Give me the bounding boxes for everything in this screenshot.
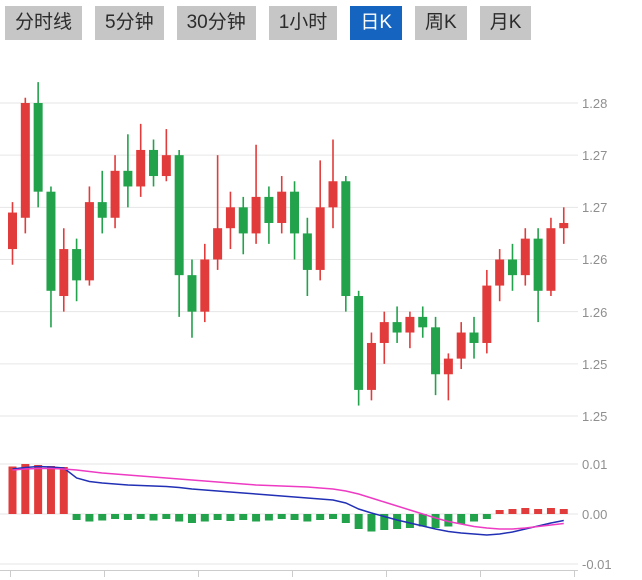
- macd-axis-label: -0.01: [582, 557, 612, 572]
- price-axis-label: 1.27: [582, 148, 608, 163]
- price-axis-label: 1.26: [582, 305, 608, 320]
- x-axis-tick: [574, 571, 575, 577]
- x-axis-tick: [104, 571, 105, 577]
- tab-1hour[interactable]: 1小时: [268, 6, 338, 40]
- x-axis-tick: [292, 571, 293, 577]
- price-axis-label: 1.27: [582, 200, 608, 215]
- price-axis-label: 1.26: [582, 252, 608, 267]
- macd-axis-label: 0.01: [582, 457, 608, 472]
- price-axis-label: 1.25: [582, 409, 608, 424]
- macd-panel[interactable]: [0, 448, 578, 570]
- x-axis-tick: [10, 571, 11, 577]
- x-axis: [0, 570, 578, 580]
- price-axis-label: 1.28: [582, 96, 608, 111]
- x-axis-tick: [386, 571, 387, 577]
- x-axis-tick: [198, 571, 199, 577]
- price-axis-label: 1.25: [582, 357, 608, 372]
- candlestick-chart[interactable]: [0, 58, 578, 442]
- macd-svg: [0, 463, 578, 565]
- timeframe-tabbar: 分时线 5分钟 30分钟 1小时 日K 周K 月K: [0, 0, 642, 46]
- x-axis-tick: [480, 571, 481, 577]
- candlestick-svg: [0, 82, 578, 417]
- macd-axis-label: 0.00: [582, 507, 608, 522]
- tab-monthly-k[interactable]: 月K: [479, 6, 532, 40]
- tab-minute-line[interactable]: 分时线: [5, 6, 83, 40]
- tab-weekly-k[interactable]: 周K: [415, 6, 467, 40]
- tab-5min[interactable]: 5分钟: [95, 6, 164, 40]
- tab-30min[interactable]: 30分钟: [176, 6, 256, 40]
- tab-daily-k[interactable]: 日K: [350, 6, 402, 40]
